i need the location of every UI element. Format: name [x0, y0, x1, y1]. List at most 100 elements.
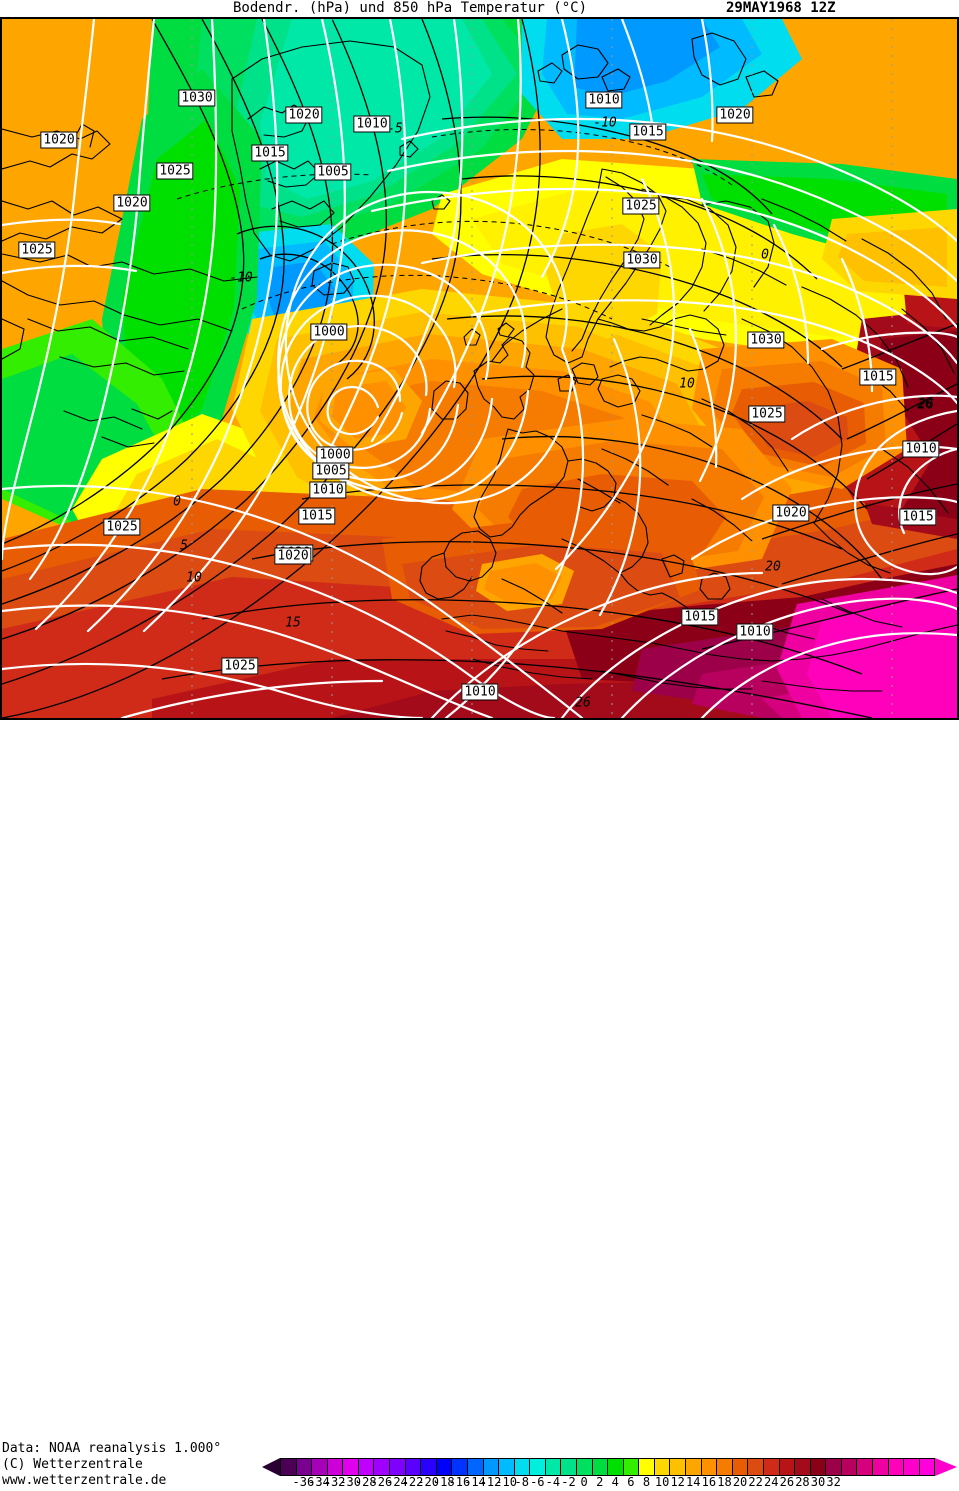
copyright-label: (C) Wetterzentrale: [2, 1457, 143, 1472]
colorbar-swatch: [669, 1458, 686, 1476]
colorbar-tick-label: 30: [810, 1475, 826, 1489]
colorbar-tick-label: 16: [701, 1475, 717, 1489]
isotherm-label: -10: [593, 115, 617, 131]
isobar-label: 1015: [899, 508, 937, 526]
isotherm-label: 10: [186, 570, 202, 586]
isobar-label: 1020: [113, 194, 151, 212]
isobar-label: 1010: [461, 683, 499, 701]
colorbar-swatch: [575, 1458, 592, 1476]
isobar-label: 1020: [716, 106, 754, 124]
colorbar-swatch: [840, 1458, 857, 1476]
isobar-label: 1030: [178, 89, 216, 107]
isobar-label: 1025: [622, 197, 660, 215]
colorbar-swatch: [560, 1458, 576, 1476]
colorbar-swatch: [498, 1458, 514, 1476]
colorbar-tick-label: 22: [748, 1475, 763, 1489]
colorbar-tick-label: 24: [764, 1475, 779, 1489]
isobar-contour-layer: [2, 19, 957, 718]
colorbar-tick-label: 18: [717, 1475, 732, 1489]
colorbar-swatches: [280, 1458, 936, 1476]
colorbar-swatch: [762, 1458, 779, 1476]
colorbar-swatch: [482, 1458, 499, 1476]
colorbar-swatch: [856, 1458, 872, 1476]
colorbar-tick-label: 8: [642, 1475, 651, 1489]
colorbar-tick-label: 14: [686, 1475, 701, 1489]
colorbar-swatch: [716, 1458, 732, 1476]
temperature-fill-layer: [2, 19, 957, 718]
colorbar-swatch: [731, 1458, 748, 1476]
isobar-label: 1015: [629, 123, 667, 141]
isotherm-label: 26: [575, 695, 591, 711]
colorbar-swatch: [653, 1458, 670, 1476]
colorbar-swatch: [466, 1458, 483, 1476]
isotherm-label: 20: [917, 396, 933, 412]
colorbar-swatch: [809, 1458, 826, 1476]
colorbar-low-arrow-icon: [262, 1458, 280, 1476]
isobar-label: 1010: [353, 115, 391, 133]
isobar-label: 1020: [40, 131, 78, 149]
colorbar-swatch: [544, 1458, 561, 1476]
colorbar-swatch: [326, 1458, 343, 1476]
colorbar-swatch: [638, 1458, 654, 1476]
colorbar-tick-label: -2: [561, 1475, 576, 1489]
colorbar-tick-label: 2: [596, 1475, 604, 1489]
isotherm-label: 0: [173, 494, 181, 510]
colorbar-tick-labels: -36 -34 -32 -30 -28 -26 -24 -22 -20 -18 -16 -14 -12-…: [262, 1475, 957, 1491]
colorbar-swatch: [529, 1458, 545, 1476]
data-source-label: Data: NOAA reanalysis 1.000°: [2, 1441, 222, 1456]
isotherm-label: 5: [180, 538, 188, 554]
map-canvas[interactable]: -5 -10 -10 0 0 5 10 10 15 20 20 26 26 1020 1025 1030 10…: [2, 19, 957, 718]
colorbar-swatch: [389, 1458, 405, 1476]
colorbar-swatch: [357, 1458, 374, 1476]
colorbar-tick-label: 20: [732, 1475, 748, 1489]
isobar-label: 1000: [316, 446, 354, 464]
isobar-label: 1015: [298, 507, 336, 525]
colorbar-swatch: [903, 1458, 919, 1476]
isobar-label: 1020: [285, 106, 323, 124]
isobar-label: 1010: [585, 91, 623, 109]
isobar-label: 1010: [902, 440, 940, 458]
isobar-label: 1025: [156, 162, 194, 180]
isobar-label: 1025: [18, 241, 56, 259]
isotherm-label: 15: [285, 615, 301, 631]
colorbar-swatch: [622, 1458, 639, 1476]
isotherm-label: 0: [761, 247, 769, 263]
colorbar-swatch: [685, 1458, 701, 1476]
website-label: www.wetterzentrale.de: [2, 1473, 167, 1488]
colorbar-swatch: [778, 1458, 795, 1476]
colorbar-swatch: [918, 1458, 936, 1476]
isobar-label: 1025: [221, 657, 259, 675]
page-title: Bodendr. (hPa) und 850 hPa Temperatur (°…: [233, 0, 588, 16]
colorbar-swatch: [513, 1458, 530, 1476]
colorbar-swatch: [794, 1458, 810, 1476]
colorbar-swatch: [747, 1458, 763, 1476]
coastline-layer: [2, 19, 957, 718]
isobar-label: 1025: [748, 405, 786, 423]
isobar-label: 1005: [314, 163, 352, 181]
colorbar-tick-label: 6: [627, 1475, 635, 1489]
isotherm-label: 10: [679, 376, 695, 392]
map-frame[interactable]: -5 -10 -10 0 0 5 10 10 15 20 20 26 26 1020 1025 1030 10…: [0, 17, 959, 720]
colorbar-swatch: [295, 1458, 312, 1476]
isobar-label: 1025: [103, 518, 141, 536]
colorbar-swatch: [887, 1458, 904, 1476]
colorbar-swatch: [607, 1458, 623, 1476]
colorbar-tick-label: 28: [795, 1475, 810, 1489]
isotherm-label: -10: [229, 270, 253, 286]
valid-time-label: 29MAY1968 12Z: [726, 0, 836, 16]
temperature-colorbar: -36 -34 -32 -30 -28 -26 -24 -22 -20 -18 -16 -14 -12-…: [262, 1458, 957, 1489]
isotherm-label: 20: [765, 559, 781, 575]
isobar-label: 1030: [747, 331, 785, 349]
colorbar-swatch: [871, 1458, 888, 1476]
colorbar-tick-label: 4: [611, 1475, 619, 1489]
colorbar-tick-label: 0: [580, 1475, 588, 1489]
colorbar-swatch: [435, 1458, 452, 1476]
isobar-label: 1015: [859, 368, 897, 386]
colorbar-swatch: [420, 1458, 436, 1476]
colorbar-swatch: [342, 1458, 358, 1476]
isobar-label: 1010: [309, 481, 347, 499]
isobar-label: 1005: [312, 462, 350, 480]
colorbar-tick-label: 32: [826, 1475, 841, 1489]
isobar-label: 1000: [310, 323, 348, 341]
